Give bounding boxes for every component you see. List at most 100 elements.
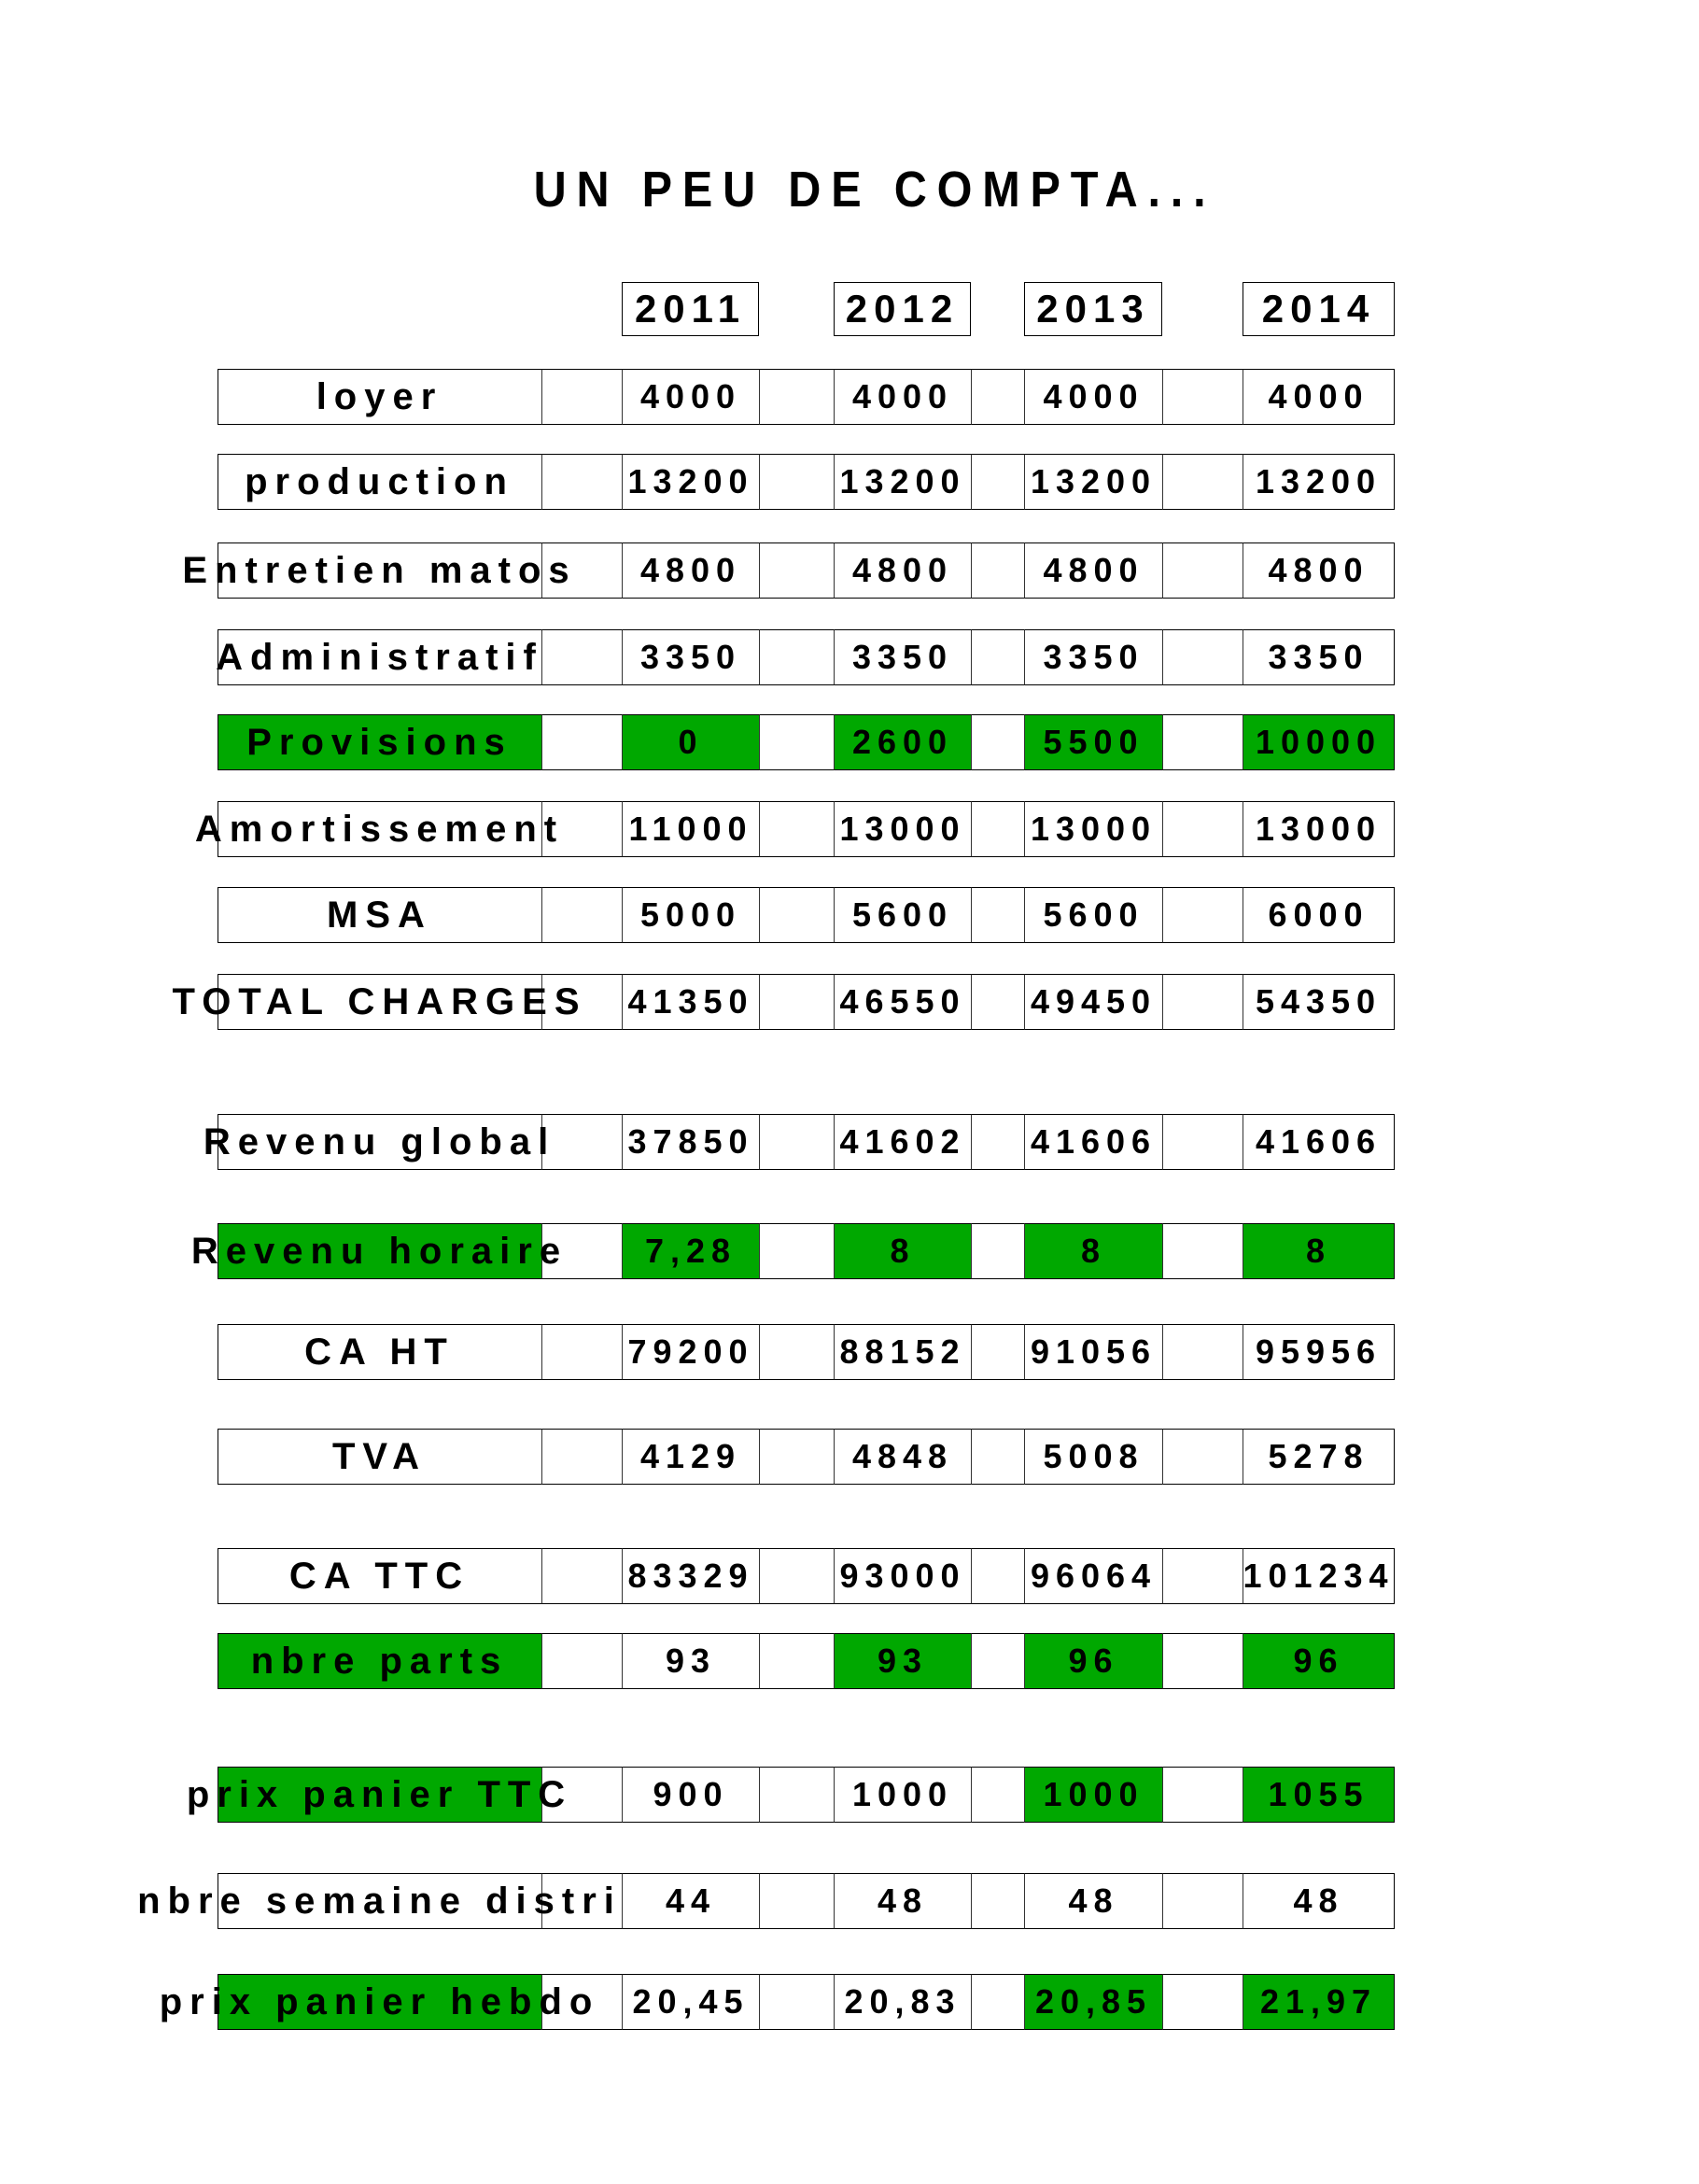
value-cell-2013: 91056 — [1024, 1324, 1162, 1380]
spacer-cell — [971, 454, 1024, 510]
table-row: 20,45 20,83 20,85 21,97 prix panier hebdo — [160, 1974, 1395, 2030]
value-cell-2012: 13000 — [834, 801, 971, 857]
spacer-cell — [541, 542, 622, 599]
row-label: prix panier TTC — [186, 1773, 573, 1815]
spacer-cell — [541, 887, 622, 943]
value-cell-2013: 8 — [1024, 1223, 1162, 1279]
value-cell-2013: 96064 — [1024, 1548, 1162, 1604]
row-label: Revenu global — [203, 1120, 556, 1162]
spacer-cell — [759, 1324, 834, 1380]
value-cell-2014: 4800 — [1243, 542, 1395, 599]
spacer-cell — [1162, 974, 1243, 1030]
spacer-cell — [971, 542, 1024, 599]
row-label: nbre parts — [250, 1640, 509, 1682]
value-cell-2014: 10000 — [1243, 714, 1395, 770]
row-label-cell — [218, 454, 541, 510]
value-cell-2011: 13200 — [622, 454, 759, 510]
value-cell-2012: 1000 — [834, 1767, 971, 1823]
table-row: 4000 4000 4000 4000 loyer — [218, 369, 1395, 425]
value-cell-2011: 20,45 — [622, 1974, 759, 2030]
spacer-cell — [971, 1324, 1024, 1380]
spacer-cell — [1162, 369, 1243, 425]
spacer-cell — [759, 1873, 834, 1929]
table-row: 93 93 96 96 nbre parts — [218, 1633, 1395, 1689]
row-label-cell — [218, 1767, 541, 1823]
spacer-cell — [1162, 1974, 1243, 2030]
spacer-cell — [541, 629, 622, 685]
value-cell-2014: 54350 — [1243, 974, 1395, 1030]
spacer-cell — [971, 714, 1024, 770]
spacer-cell — [971, 1223, 1024, 1279]
spacer-cell — [759, 1114, 834, 1170]
value-cell-2011: 4129 — [622, 1429, 759, 1485]
value-cell-2011: 37850 — [622, 1114, 759, 1170]
table-row: 0 2600 5500 10000 Provisions — [218, 714, 1395, 770]
row-label: Revenu horaire — [190, 1230, 569, 1272]
table-row: 7,28 8 8 8 Revenu horaire — [190, 1223, 1395, 1279]
value-cell-2011: 5000 — [622, 887, 759, 943]
value-cell-2013: 1000 — [1024, 1767, 1162, 1823]
value-cell-2014: 21,97 — [1243, 1974, 1395, 2030]
spacer-cell — [971, 974, 1024, 1030]
spacer-cell — [759, 714, 834, 770]
table-row: 4129 4848 5008 5278 TVA — [218, 1429, 1395, 1485]
spacer-cell — [541, 801, 622, 857]
value-cell-2013: 5008 — [1024, 1429, 1162, 1485]
table-row: 41350 46550 49450 54350 TOTAL CHARGES — [172, 974, 1395, 1030]
value-cell-2011: 4800 — [622, 542, 759, 599]
spacer-cell — [971, 629, 1024, 685]
row-label: CA HT — [304, 1331, 455, 1373]
page-title: UN PEU DE COMPTA... — [533, 162, 1216, 218]
row-label: TOTAL CHARGES — [172, 980, 587, 1022]
spacer-cell — [541, 454, 622, 510]
row-label: MSA — [327, 894, 432, 936]
table-row: 79200 88152 91056 95956 CA HT — [218, 1324, 1395, 1380]
spacer-cell — [1162, 1429, 1243, 1485]
value-cell-2012: 4848 — [834, 1429, 971, 1485]
row-label-cell — [218, 1324, 541, 1380]
value-cell-2014: 41606 — [1243, 1114, 1395, 1170]
row-label: Provisions — [246, 721, 513, 763]
value-cell-2011: 7,28 — [622, 1223, 759, 1279]
spacer-cell — [1162, 714, 1243, 770]
spacer-cell — [759, 1223, 834, 1279]
spacer-cell — [541, 1114, 622, 1170]
value-cell-2012: 46550 — [834, 974, 971, 1030]
value-cell-2013: 3350 — [1024, 629, 1162, 685]
row-label-cell — [218, 714, 541, 770]
spacer-cell — [971, 887, 1024, 943]
value-cell-2014: 4000 — [1243, 369, 1395, 425]
value-cell-2012: 41602 — [834, 1114, 971, 1170]
spacer-cell — [541, 974, 622, 1030]
value-cell-2011: 93 — [622, 1633, 759, 1689]
spacer-cell — [1162, 1548, 1243, 1604]
spacer-cell — [759, 542, 834, 599]
spacer-cell — [1162, 629, 1243, 685]
table-row: 4800 4800 4800 4800 Entretien matos — [182, 542, 1395, 599]
row-label-cell — [218, 1114, 541, 1170]
year-header-2012: 2012 — [834, 282, 971, 336]
table-row: 13200 13200 13200 13200 production — [218, 454, 1395, 510]
value-cell-2011: 4000 — [622, 369, 759, 425]
table-row: 11000 13000 13000 13000 Amortissement — [195, 801, 1395, 857]
spacer-cell — [971, 801, 1024, 857]
row-label-cell — [218, 974, 541, 1030]
value-cell-2013: 13200 — [1024, 454, 1162, 510]
value-cell-2014: 6000 — [1243, 887, 1395, 943]
spacer-cell — [971, 1548, 1024, 1604]
spacer-cell — [759, 1633, 834, 1689]
row-label-cell — [218, 801, 541, 857]
row-label-cell — [218, 369, 541, 425]
row-label: Entretien matos — [182, 549, 577, 591]
value-cell-2013: 48 — [1024, 1873, 1162, 1929]
value-cell-2014: 95956 — [1243, 1324, 1395, 1380]
spacer-cell — [541, 1974, 622, 2030]
value-cell-2014: 5278 — [1243, 1429, 1395, 1485]
row-label-cell — [218, 1633, 541, 1689]
value-cell-2013: 49450 — [1024, 974, 1162, 1030]
value-cell-2011: 44 — [622, 1873, 759, 1929]
value-cell-2012: 93 — [834, 1633, 971, 1689]
spacer-cell — [971, 1767, 1024, 1823]
spacer-cell — [1162, 1633, 1243, 1689]
